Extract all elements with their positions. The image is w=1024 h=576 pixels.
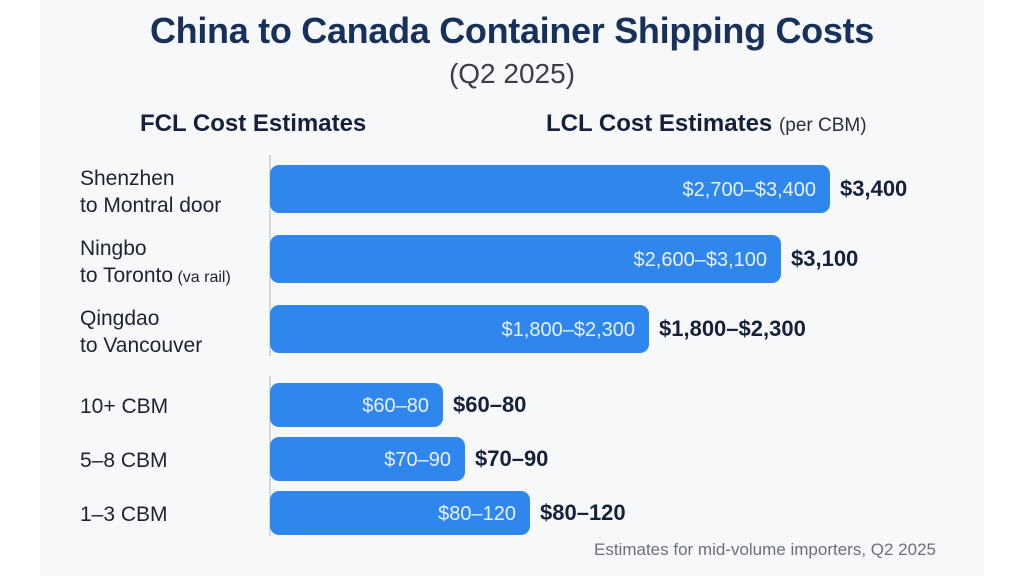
category-label: to Montral door <box>80 194 221 217</box>
category-label: 10+ CBM <box>80 395 168 418</box>
footnote: Estimates for mid-volume importers, Q2 2… <box>593 540 936 559</box>
lcl-section-title: LCL Cost Estimates <box>546 110 773 137</box>
bar-value-label: $80–120 <box>540 500 626 525</box>
bar-range-label: $1,800–$2,300 <box>502 319 635 341</box>
bar-range-label: $80–120 <box>438 503 516 525</box>
category-label: Qingdao <box>80 307 159 330</box>
chart-background <box>40 0 984 576</box>
bar-value-label: $60–80 <box>453 392 526 417</box>
bar-value-label: $1,800–$2,300 <box>659 316 806 341</box>
lcl-section-heading: LCL Cost Estimates (per CBM) <box>546 110 867 138</box>
bar-range-label: $60–80 <box>362 395 429 417</box>
bar-value-label: $3,100 <box>791 246 858 271</box>
fcl-section-heading: FCL Cost Estimates <box>140 110 367 137</box>
bar <box>270 491 530 535</box>
bar-value-label: $70–90 <box>475 446 548 471</box>
bar-range-label: $2,600–$3,100 <box>634 249 767 271</box>
category-label: to Toronto (va rail) <box>80 264 231 287</box>
bar <box>270 165 830 213</box>
bar <box>270 305 649 353</box>
bar <box>270 235 781 283</box>
chart-subtitle: (Q2 2025) <box>448 58 576 89</box>
category-label: 5–8 CBM <box>80 449 168 472</box>
category-label: Ningbo <box>80 237 147 260</box>
bar <box>270 383 443 427</box>
bar-value-label: $3,400 <box>840 176 907 201</box>
category-label: 1–3 CBM <box>80 503 168 526</box>
lcl-section-unit: (per CBM) <box>778 115 867 136</box>
bar-range-label: $2,700–$3,400 <box>683 179 816 201</box>
chart-title: China to Canada Container Shipping Costs <box>149 10 875 51</box>
category-label: Shenzhen <box>80 167 175 190</box>
category-label: to Vancouver <box>80 334 202 357</box>
bar-range-label: $70–90 <box>384 449 451 471</box>
bar <box>270 437 465 481</box>
